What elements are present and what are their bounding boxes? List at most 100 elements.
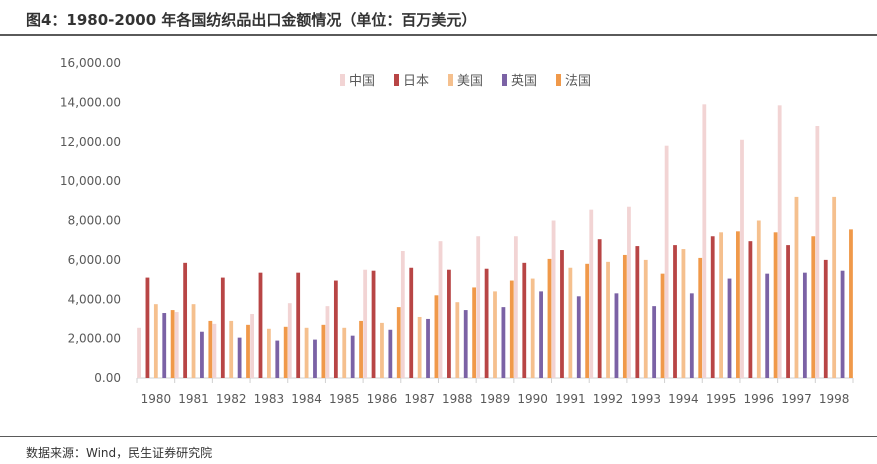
bar-1984-1	[296, 272, 301, 378]
bar-1981-1	[183, 262, 188, 378]
bar-1980-4	[170, 310, 175, 378]
y-tick-label: 8,000.00	[68, 214, 121, 228]
bar-1988-2	[455, 302, 460, 378]
bar-1985-2	[342, 327, 347, 378]
bar-1998-1	[823, 259, 828, 379]
bar-1984-3	[313, 339, 317, 378]
x-tick-label: 1996	[744, 392, 775, 406]
x-tick-label: 1983	[254, 392, 285, 406]
bar-1993-0	[627, 206, 631, 378]
x-tick-label: 1993	[630, 392, 661, 406]
bar-1989-0	[476, 236, 481, 378]
bar-1991-2	[568, 267, 573, 378]
bar-1982-3	[237, 337, 242, 378]
bar-1983-4	[283, 326, 288, 378]
bar-1995-0	[702, 104, 707, 378]
data-source: 数据来源：Wind，民生证券研究院	[26, 446, 213, 460]
bar-1981-0	[174, 312, 179, 378]
x-tick-label: 1995	[706, 392, 737, 406]
bar-1991-3	[576, 296, 581, 378]
legend-label: 美国	[457, 74, 483, 89]
x-tick-label: 1986	[367, 392, 398, 406]
bar-1983-2	[266, 328, 271, 378]
footer-divider	[0, 436, 877, 437]
bar-1997-2	[794, 196, 799, 379]
bar-1980-1	[145, 277, 150, 378]
x-tick-label: 1990	[517, 392, 548, 406]
bar-1993-1	[635, 246, 640, 378]
bar-1984-2	[304, 327, 309, 378]
bar-1990-3	[539, 291, 543, 379]
x-tick-label: 1991	[555, 392, 586, 406]
bar-1998-2	[832, 196, 837, 379]
bar-1984-0	[287, 303, 292, 378]
bar-1982-0	[212, 323, 217, 378]
bar-1997-4	[811, 236, 816, 378]
bar-1989-3	[501, 307, 506, 379]
bar-1981-3	[200, 331, 204, 378]
bar-1982-4	[246, 324, 250, 378]
y-tick-label: 16,000.00	[60, 56, 121, 70]
bar-chart: 0.00 2,000.00 4,000.00 6,000.00 8,000.00 10,0…	[60, 56, 854, 406]
bar-1987-1	[409, 267, 414, 378]
bar-1992-1	[597, 239, 602, 378]
bar-1992-4	[622, 254, 627, 378]
bar-1987-0	[400, 251, 405, 378]
bar-1989-2	[493, 291, 497, 379]
legend-swatch	[556, 74, 561, 86]
x-tick-label: 1997	[781, 392, 812, 406]
bar-1984-4	[321, 324, 326, 378]
bar-1998-4	[849, 229, 853, 378]
bar-1990-2	[530, 278, 535, 378]
bar-1985-4	[359, 320, 363, 378]
bar-1990-0	[513, 236, 518, 378]
bar-1982-2	[229, 320, 234, 378]
bar-1980-3	[162, 313, 167, 378]
y-tick-label: 14,000.00	[60, 95, 121, 109]
bar-1998-3	[840, 270, 845, 378]
legend-label: 法国	[565, 74, 591, 89]
bar-1990-1	[522, 262, 527, 378]
legend-label: 日本	[403, 74, 429, 89]
title-bar: 图4：1980-2000 年各国纺织品出口金额情况（单位：百万美元）	[0, 0, 877, 36]
bar-1995-1	[710, 236, 715, 378]
bar-1988-4	[472, 287, 477, 378]
bar-1996-3	[765, 273, 770, 378]
bar-1988-1	[447, 269, 451, 378]
bar-1997-1	[786, 245, 790, 378]
bar-1991-4	[585, 263, 590, 378]
bar-1992-0	[589, 209, 594, 378]
legend-label: 英国	[511, 74, 537, 89]
bar-1991-1	[560, 250, 564, 378]
bar-1981-4	[208, 320, 213, 378]
bar-1992-2	[606, 261, 610, 378]
x-tick-label: 1998	[819, 392, 850, 406]
bar-1994-2	[681, 249, 686, 378]
legend-swatch	[502, 74, 507, 86]
bar-1994-0	[664, 145, 669, 378]
bar-1986-0	[363, 269, 368, 378]
bar-1997-3	[802, 272, 807, 378]
bar-1996-4	[773, 232, 778, 378]
bar-1987-3	[426, 318, 430, 378]
bar-1983-1	[258, 272, 263, 378]
bar-1985-1	[333, 280, 338, 378]
y-tick-label: 2,000.00	[68, 332, 121, 346]
bar-1983-0	[250, 314, 254, 378]
bar-1996-1	[748, 241, 753, 378]
y-tick-label: 10,000.00	[60, 174, 121, 188]
bar-1982-1	[220, 277, 225, 378]
chart-title: 图4：1980-2000 年各国纺织品出口金额情况（单位：百万美元）	[26, 11, 477, 29]
legend-swatch	[394, 74, 399, 86]
bar-1980-0	[137, 327, 141, 378]
bar-1993-2	[643, 259, 648, 379]
bar-1988-0	[438, 241, 443, 378]
y-tick-label: 0.00	[94, 371, 121, 385]
bar-1989-4	[509, 280, 514, 378]
x-tick-label: 1989	[480, 392, 511, 406]
bar-1987-2	[417, 316, 422, 378]
bar-1981-2	[191, 304, 196, 378]
y-tick-label: 6,000.00	[68, 253, 121, 267]
bar-1986-1	[371, 270, 376, 378]
bar-1995-4	[736, 231, 740, 378]
